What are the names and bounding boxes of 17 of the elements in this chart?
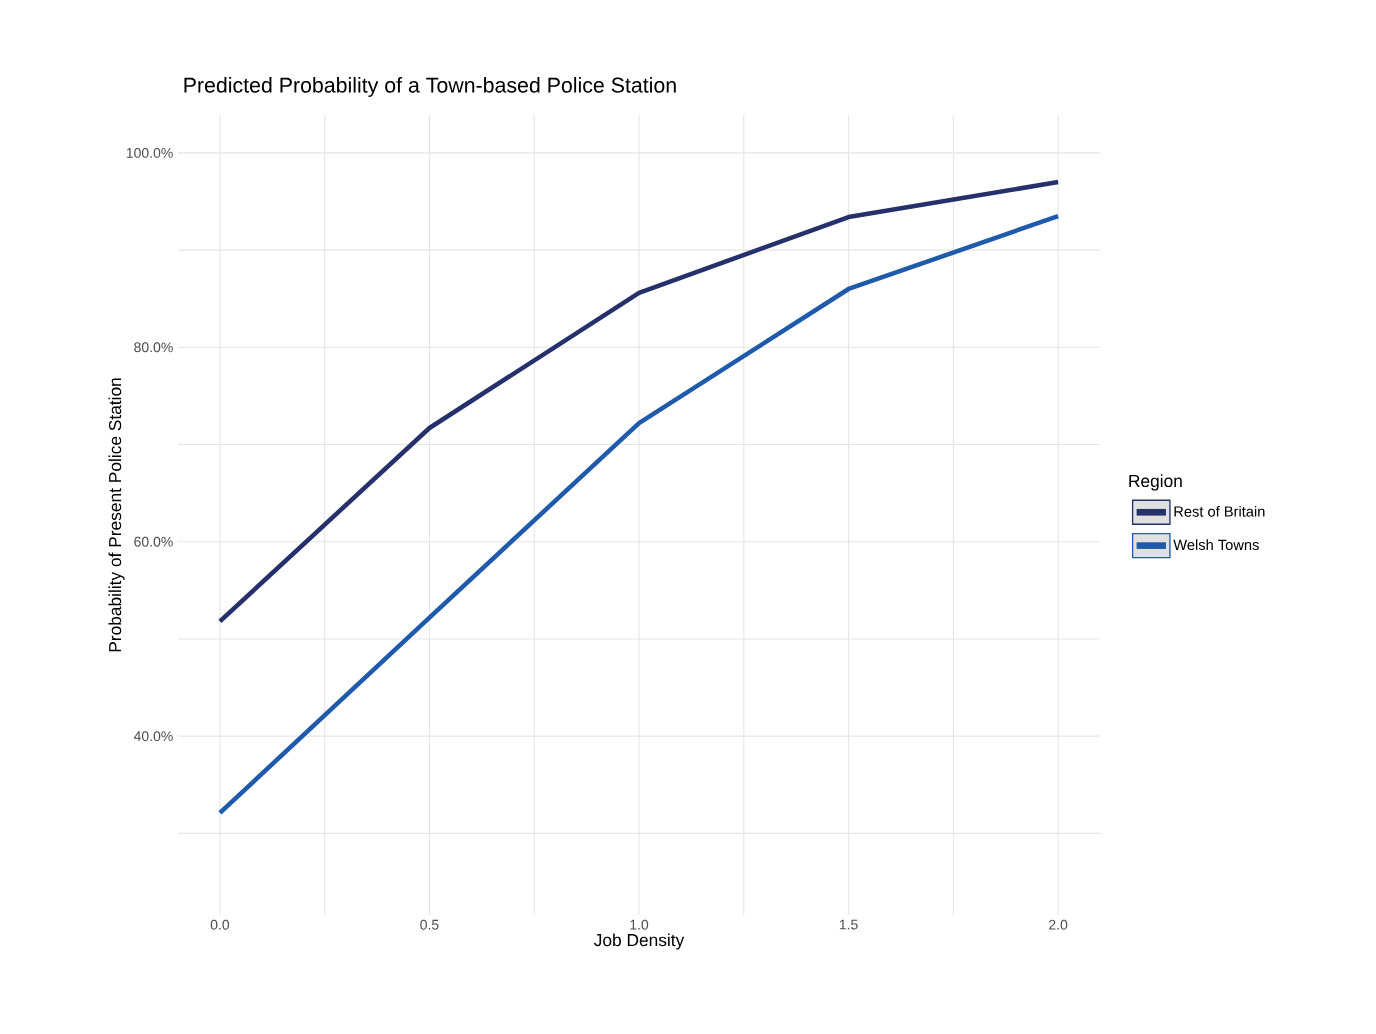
legend-title: Region xyxy=(1129,474,1182,491)
y-tick-label: 100.0% xyxy=(126,147,173,158)
x-axis-title: Job Density xyxy=(594,933,685,950)
line-series xyxy=(217,179,1061,624)
y-tick-label: 80.0% xyxy=(134,342,173,353)
x-tick-label: 1.5 xyxy=(839,919,858,930)
y-tick-label: 40.0% xyxy=(133,731,173,742)
legend-label: Welsh Towns xyxy=(1173,539,1259,551)
chart-title: Predicted Probability of a Town-based Police Station xyxy=(184,77,676,97)
x-tick-label: 0.5 xyxy=(420,919,439,930)
legend-label: Rest of Britain xyxy=(1174,505,1265,517)
x-tick-label: 0.0 xyxy=(210,919,230,930)
x-tick-label: 2.0 xyxy=(1049,919,1068,930)
x-tick-label: 1.0 xyxy=(630,919,649,930)
line-series xyxy=(217,213,1061,816)
y-axis-title: Probability of Present Police Station xyxy=(108,378,125,652)
y-tick-label: 60.0% xyxy=(134,536,173,547)
